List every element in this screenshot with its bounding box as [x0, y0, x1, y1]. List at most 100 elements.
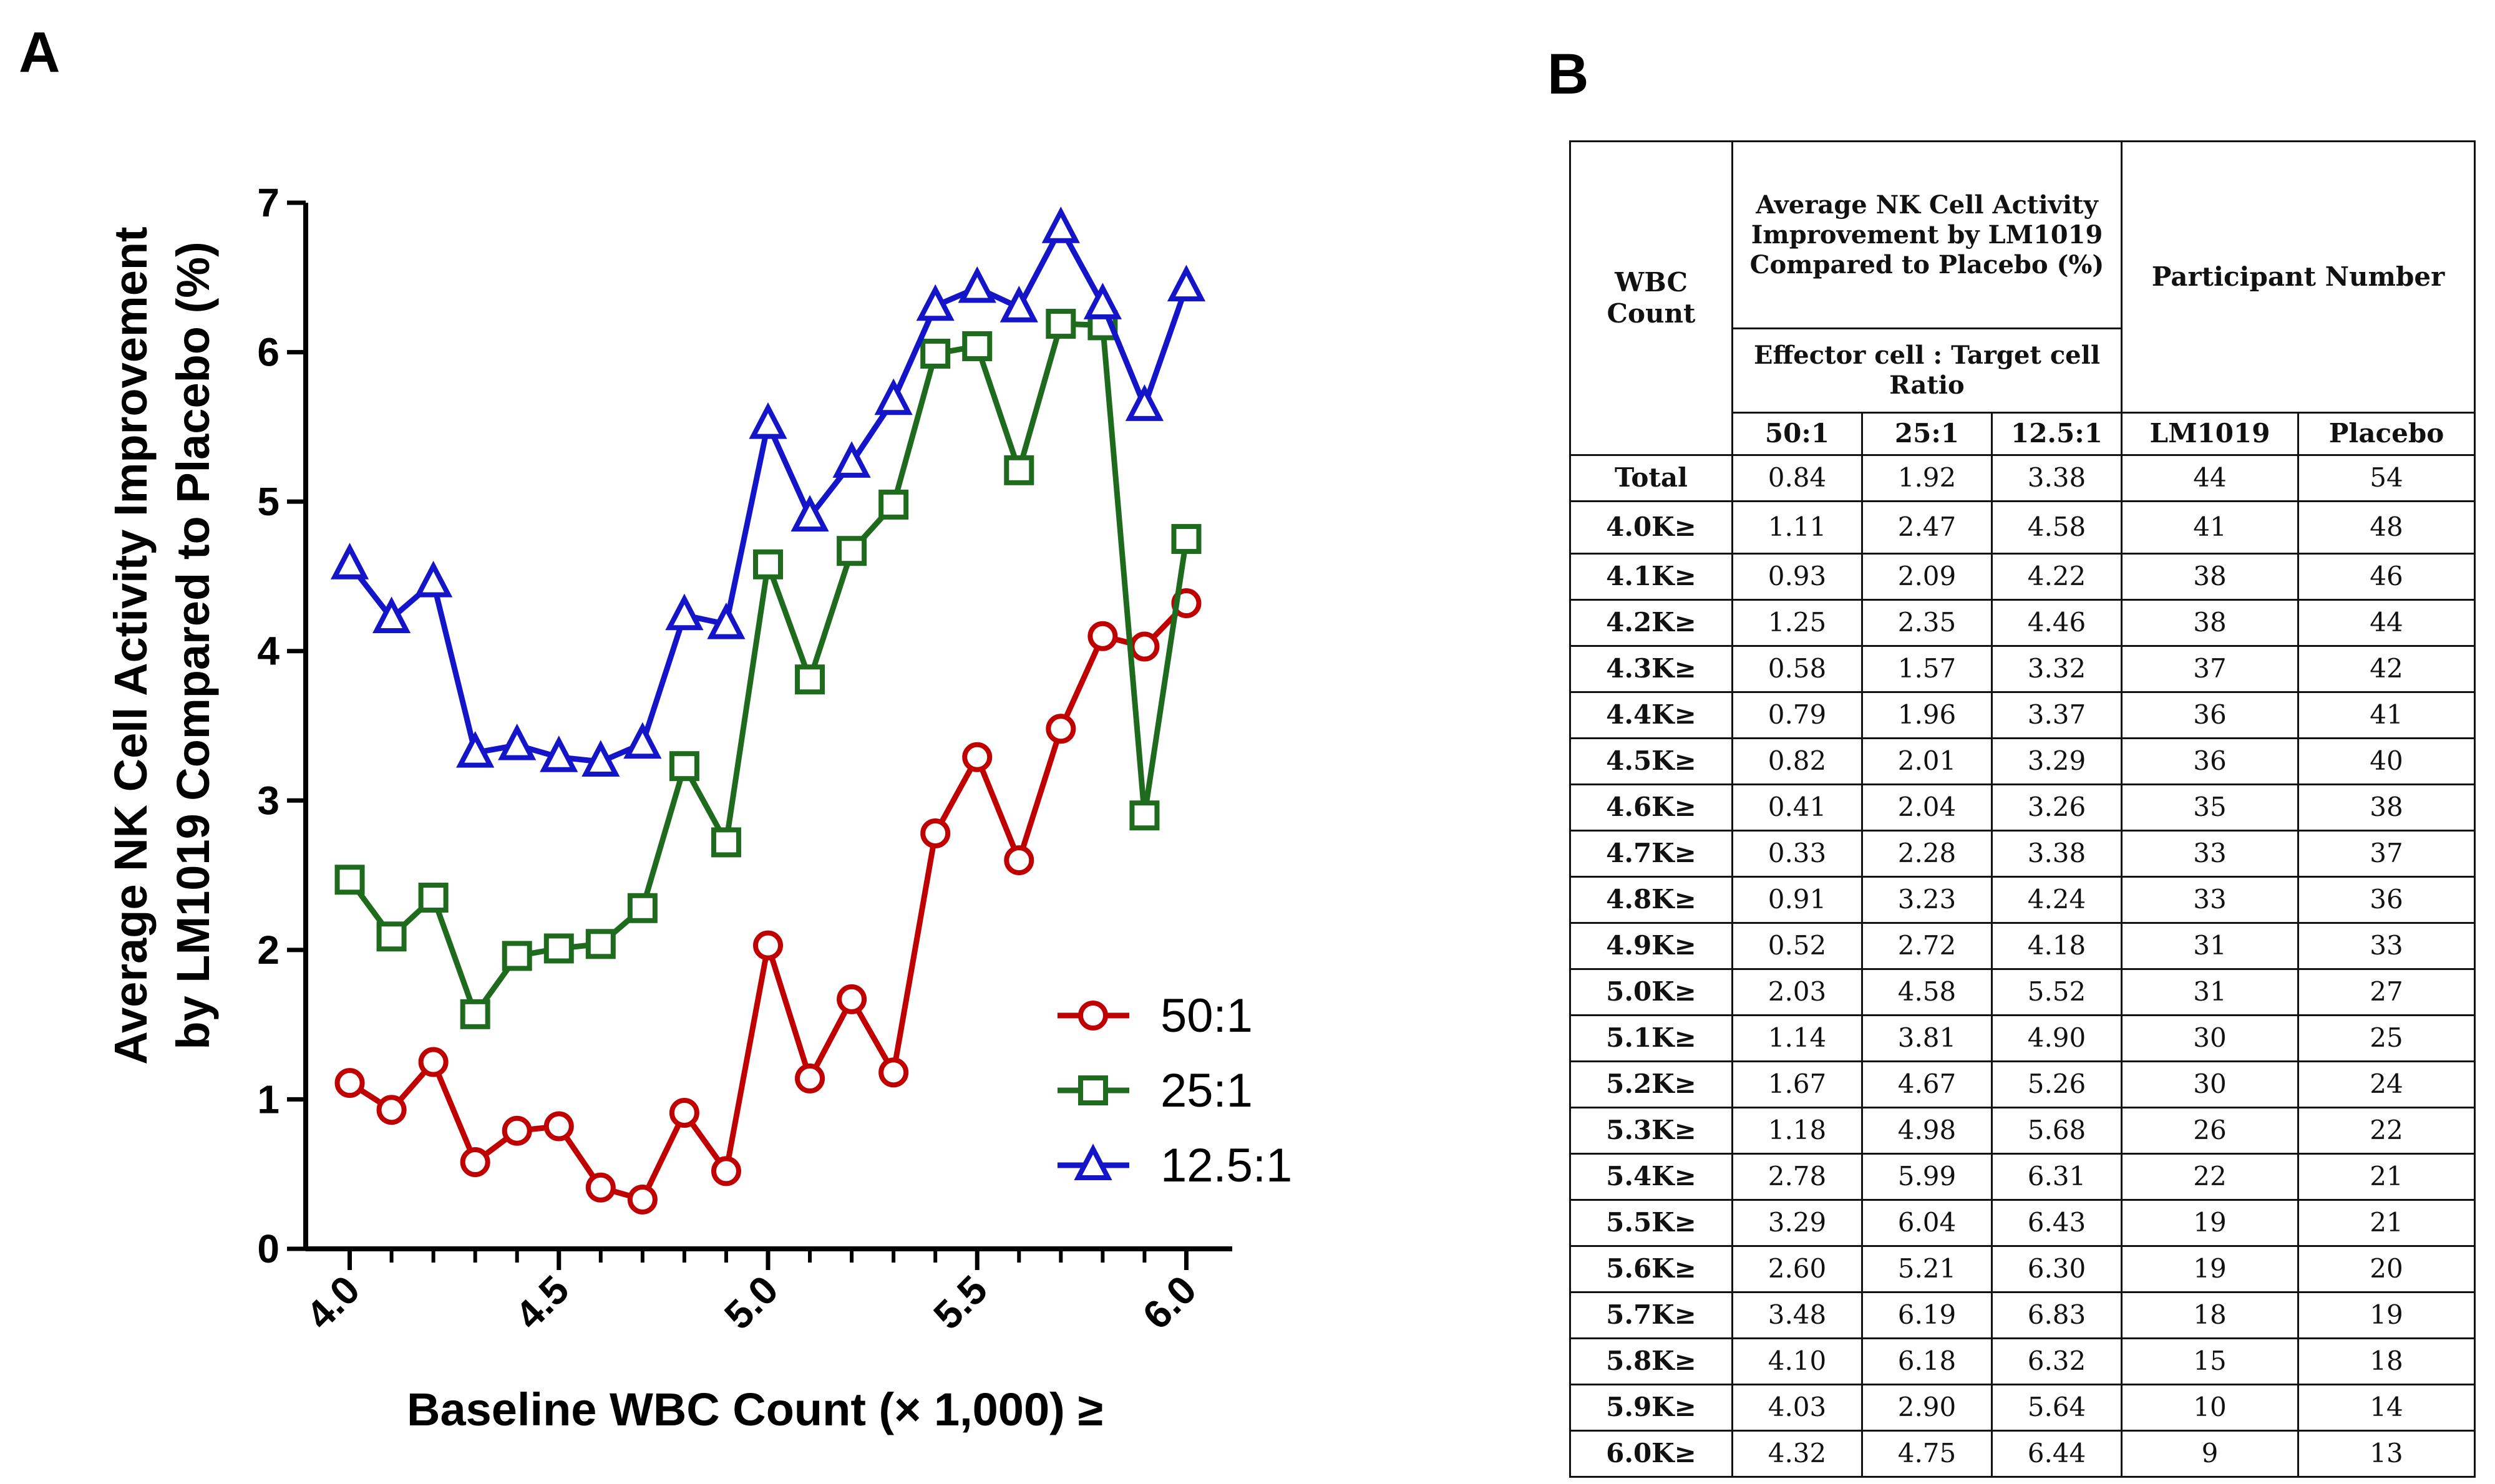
table-cell-r50: 1.14 [1731, 1014, 1863, 1062]
table-row: 5.2K≥ 1.67 4.67 5.26 30 24 [1569, 1060, 2476, 1108]
data-point-12-5-1 [1167, 264, 1206, 302]
table-cell-r25: 2.90 [1861, 1384, 1993, 1432]
data-point-12-5-1 [498, 723, 537, 760]
table-cell-label: 5.9K≥ [1569, 1384, 1733, 1432]
table-cell-r125: 4.22 [1991, 553, 2123, 601]
table-cell-r25: 4.75 [1861, 1430, 1993, 1478]
table-cell-r50: 1.11 [1731, 500, 1863, 555]
data-point-50-1 [460, 1147, 490, 1178]
data-point-50-1 [376, 1095, 407, 1125]
table-cell-lm: 19 [2121, 1199, 2299, 1247]
table-cell-r125: 3.29 [1991, 737, 2123, 785]
table-cell-label: 5.6K≥ [1569, 1245, 1733, 1293]
header-participant-number: Participant Number [2121, 140, 2476, 414]
table-cell-r25: 4.98 [1861, 1107, 1993, 1155]
table-row: 5.9K≥ 4.03 2.90 5.64 10 14 [1569, 1384, 2476, 1432]
header-wbc-count: WBC Count [1569, 140, 1733, 456]
y-tick-label: 4 [257, 629, 280, 674]
table-cell-label: 5.7K≥ [1569, 1291, 1733, 1339]
table-cell-r25: 3.23 [1861, 876, 1993, 924]
table-cell-r125: 6.32 [1991, 1337, 2123, 1385]
data-point-25-1 [711, 827, 741, 858]
table-cell-r25: 4.58 [1861, 968, 1993, 1016]
table-cell-label: 5.2K≥ [1569, 1060, 1733, 1108]
header-effector-ratio: Effector cell : Target cell Ratio [1731, 327, 2123, 414]
data-point-50-1 [962, 742, 993, 772]
table-cell-r50: 3.29 [1731, 1199, 1863, 1247]
table-row: 4.6K≥ 0.41 2.04 3.26 35 38 [1569, 783, 2476, 832]
x-tick-label: 4.5 [507, 1267, 578, 1338]
table-cell-r125: 6.31 [1991, 1153, 2123, 1201]
table-cell-r50: 0.93 [1731, 553, 1863, 601]
table-cell-r125: 4.46 [1991, 599, 2123, 647]
x-tick-label: 4.0 [298, 1267, 369, 1338]
table-cell-pl: 38 [2297, 783, 2476, 832]
data-point-12-5-1 [790, 495, 829, 532]
table-cell-pl: 33 [2297, 922, 2476, 970]
table-cell-r25: 2.47 [1861, 500, 1993, 555]
table-row: 4.8K≥ 0.91 3.23 4.24 33 36 [1569, 876, 2476, 924]
table-row: Total 0.84 1.92 3.38 44 54 [1569, 454, 2476, 502]
header-avg-improvement: Average NK Cell Activity Improvement by … [1731, 140, 2123, 329]
table-row: 5.7K≥ 3.48 6.19 6.83 18 19 [1569, 1291, 2476, 1339]
table-cell-r125: 3.32 [1991, 645, 2123, 693]
table-cell-r125: 3.26 [1991, 783, 2123, 832]
data-point-12-5-1 [623, 722, 662, 759]
table-cell-pl: 36 [2297, 876, 2476, 924]
table-cell-lm: 30 [2121, 1060, 2299, 1108]
table-cell-label: 5.3K≥ [1569, 1107, 1733, 1155]
table-body: Total 0.84 1.92 3.38 44 54 4.0K≥ 1.11 2.47 4.58 41… [1569, 454, 2476, 1478]
data-point-12-5-1 [456, 730, 495, 768]
table-cell-r25: 1.96 [1861, 691, 1993, 739]
data-point-25-1 [837, 536, 867, 566]
data-point-50-1 [795, 1063, 825, 1094]
panel-label-a: A [19, 21, 60, 84]
table-cell-lm: 44 [2121, 454, 2299, 502]
x-tick-label: 5.5 [925, 1267, 996, 1338]
table-cell-r125: 6.44 [1991, 1430, 2123, 1478]
table-cell-r125: 5.52 [1991, 968, 2123, 1016]
x-axis-title: Baseline WBC Count (× 1,000) ≥ [407, 1384, 1103, 1435]
table-cell-label: 4.6K≥ [1569, 783, 1733, 832]
table-cell-r50: 0.91 [1731, 876, 1863, 924]
data-point-25-1 [1004, 455, 1034, 485]
table-cell-r125: 6.43 [1991, 1199, 2123, 1247]
data-point-25-1 [502, 941, 532, 971]
table-cell-pl: 48 [2297, 500, 2476, 555]
table-cell-lm: 33 [2121, 876, 2299, 924]
data-point-25-1 [460, 999, 490, 1029]
table-cell-r50: 4.03 [1731, 1384, 1863, 1432]
data-point-25-1 [1046, 309, 1076, 339]
table-cell-pl: 24 [2297, 1060, 2476, 1108]
table-cell-label: 4.1K≥ [1569, 553, 1733, 601]
table-cell-lm: 10 [2121, 1384, 2299, 1432]
table-cell-r25: 6.19 [1861, 1291, 1993, 1339]
table-cell-lm: 22 [2121, 1153, 2299, 1201]
table-cell-pl: 13 [2297, 1430, 2476, 1478]
table-row: 4.1K≥ 0.93 2.09 4.22 38 46 [1569, 553, 2476, 601]
y-tick-label: 5 [257, 479, 280, 524]
series-line-12-5-1 [347, 222, 1189, 765]
table-cell-lm: 26 [2121, 1107, 2299, 1155]
x-tick-label: 5.0 [716, 1267, 787, 1338]
table-row: 6.0K≥ 4.32 4.75 6.44 9 13 [1569, 1430, 2476, 1478]
data-point-50-1 [627, 1184, 658, 1215]
legend-marker-12-5-1 [1074, 1143, 1112, 1180]
table-cell-r25: 5.21 [1861, 1245, 1993, 1293]
header-col-50-1: 50:1 [1731, 412, 1863, 456]
table-cell-pl: 21 [2297, 1199, 2476, 1247]
x-tick-label: 6.0 [1134, 1267, 1205, 1338]
data-point-12-5-1 [1041, 206, 1080, 243]
table-row: 4.0K≥ 1.11 2.47 4.58 41 48 [1569, 500, 2476, 555]
table-cell-r125: 4.58 [1991, 500, 2123, 555]
y-axis-title-line: Average NK Cell Activity Improvement [105, 226, 157, 1064]
table-row: 5.0K≥ 2.03 4.58 5.52 31 27 [1569, 968, 2476, 1016]
data-point-50-1 [669, 1097, 699, 1128]
data-point-50-1 [753, 930, 783, 961]
table-cell-pl: 14 [2297, 1384, 2476, 1432]
data-point-12-5-1 [749, 402, 787, 439]
table-cell-lm: 30 [2121, 1014, 2299, 1062]
table-cell-lm: 19 [2121, 1245, 2299, 1293]
y-tick-label: 6 [257, 330, 280, 375]
